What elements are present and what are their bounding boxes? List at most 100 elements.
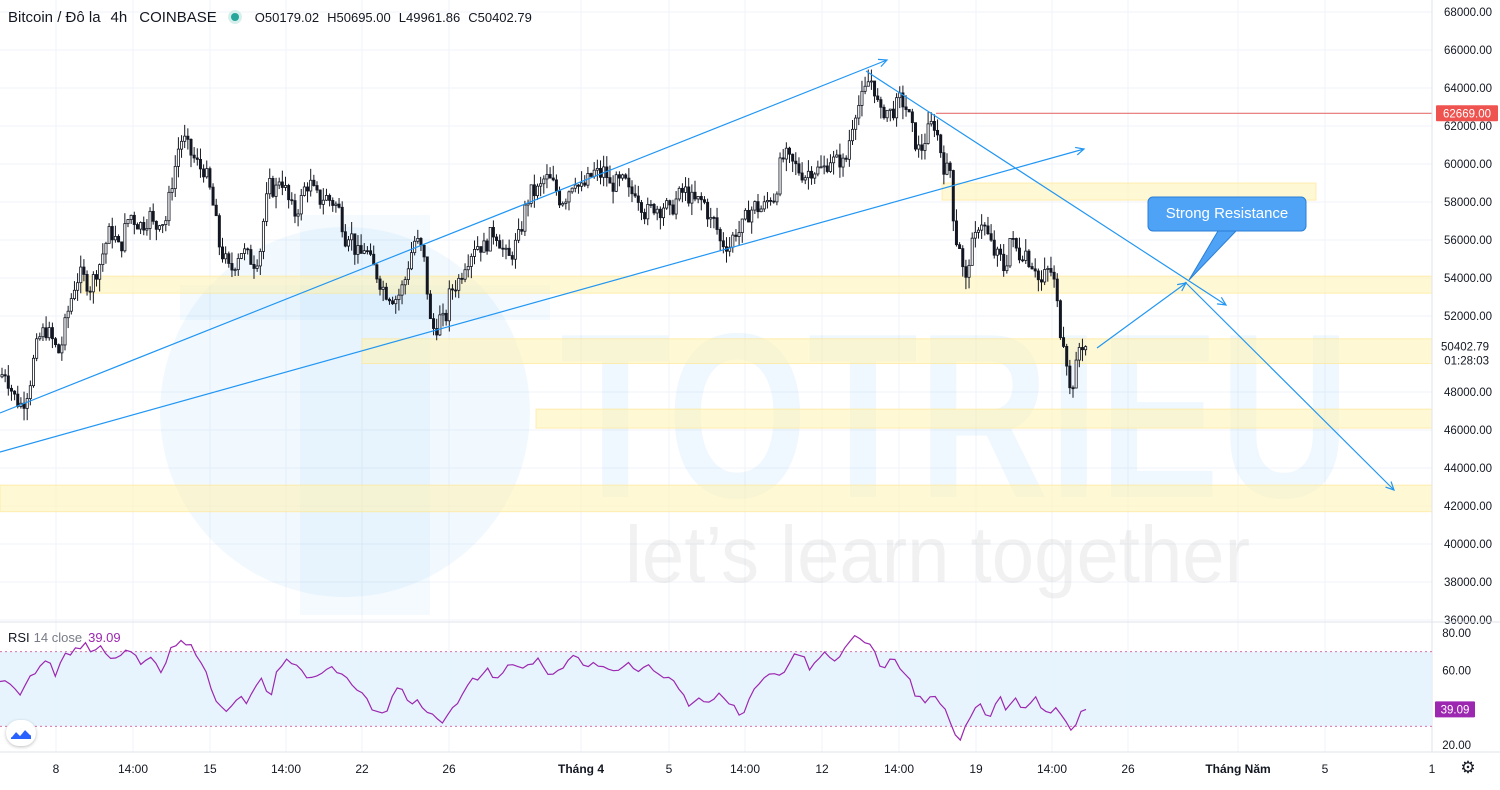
candle-body (161, 224, 165, 227)
candle-body (1024, 250, 1028, 261)
candle-body (806, 170, 810, 179)
candle-body (236, 258, 240, 271)
candle-body (614, 174, 618, 192)
ohlc-close: C50402.79 (468, 10, 532, 25)
time-tick-label: 19 (969, 762, 983, 776)
trendline-descending-head (1216, 296, 1228, 306)
candle-body (32, 357, 36, 387)
time-tick-label: 14:00 (730, 762, 760, 776)
candle-body (674, 198, 678, 215)
candle-body (362, 250, 366, 254)
rsi-line[interactable] (0, 634, 1087, 742)
candle-body (28, 385, 32, 399)
candle-body (381, 286, 385, 290)
rsi-header[interactable]: RSI 14 close 39.09 (8, 630, 121, 645)
candle-body (66, 310, 70, 319)
candle-body (986, 225, 990, 235)
open-label: O (254, 9, 265, 25)
time-tick-label: 14:00 (884, 762, 914, 776)
candle-body (227, 253, 231, 264)
candle-body (391, 300, 395, 305)
candle-body (901, 92, 905, 108)
candle-body (775, 193, 779, 203)
candle-body (649, 204, 653, 206)
candle-body (249, 249, 253, 265)
candle-body (797, 163, 801, 174)
candle-body (145, 228, 149, 231)
gear-icon[interactable]: ⚙ (1460, 758, 1476, 777)
candle-body (91, 274, 95, 293)
candle-body (863, 85, 867, 92)
candle-body (324, 195, 328, 201)
candle-body (517, 229, 521, 241)
candle-body (948, 162, 952, 171)
candle-body (387, 298, 391, 302)
candle-body (627, 177, 631, 188)
candle-body (891, 108, 895, 119)
candle-body (239, 253, 243, 259)
candle-body (545, 174, 549, 180)
trendline-descending[interactable] (865, 70, 1227, 306)
trendline-upper-channel-head (877, 58, 889, 68)
candle-body (747, 209, 751, 223)
trend-drawings[interactable]: Strong Resistance (0, 58, 1432, 491)
callout-box[interactable] (1147, 196, 1307, 232)
trendline-lower-channel-head (1075, 146, 1086, 156)
candle-body (189, 138, 193, 156)
candle-body (652, 204, 656, 214)
rsi-value: 39.09 (88, 630, 121, 645)
candle-body (743, 209, 747, 220)
candle-body (1058, 300, 1062, 339)
candle-body (299, 195, 303, 215)
candle-body (964, 266, 968, 278)
candle-body (375, 264, 379, 280)
candle-body (406, 268, 410, 280)
trendline-upper-channel[interactable] (0, 59, 888, 414)
candle-body (706, 201, 710, 220)
candle-body (1052, 271, 1056, 280)
time-tick-label: Tháng Năm (1205, 762, 1270, 776)
candle-body (466, 266, 470, 271)
time-tick-label: 12 (815, 762, 829, 776)
candle-body (721, 240, 725, 248)
symbol-interval[interactable]: 4h (110, 8, 128, 26)
candle-body (639, 202, 643, 213)
candle-body (79, 266, 83, 284)
candle-body (539, 183, 543, 187)
candle-body (120, 241, 124, 252)
candle-body (230, 263, 234, 271)
time-tick-label: 14:00 (1037, 762, 1067, 776)
candle-body (252, 263, 256, 269)
candle-body (668, 200, 672, 206)
price-tick-label: 60000.00 (1444, 159, 1492, 171)
trendline-projection-up[interactable] (1096, 282, 1187, 349)
candle-body (951, 170, 955, 222)
tradingview-logo-icon[interactable] (6, 720, 36, 746)
ohlc-low: L49961.86 (399, 10, 460, 25)
resistance-price-badge (1436, 105, 1498, 122)
candle-body (554, 179, 558, 192)
candle-body (879, 99, 883, 108)
candle-body (576, 184, 580, 187)
trendline-projection-down[interactable] (1184, 281, 1395, 491)
candle-body (384, 286, 388, 300)
support-resistance-zones (0, 182, 1433, 513)
trendline-lower-channel[interactable] (0, 148, 1085, 453)
candle-body (498, 240, 502, 249)
candle-body (356, 245, 360, 255)
watermark-t-stem (300, 215, 430, 615)
candle-body (677, 187, 681, 200)
symbol-name[interactable]: Bitcoin / Đô la (8, 8, 101, 26)
candle-body (164, 220, 168, 225)
candle-body (847, 140, 851, 160)
candle-body (495, 236, 499, 241)
candlestick-series[interactable] (0, 69, 1088, 421)
candle-body (167, 191, 171, 222)
candle-body (643, 212, 647, 220)
candle-body (47, 327, 51, 339)
rsi-band (0, 651, 1432, 727)
candle-body (6, 375, 10, 389)
